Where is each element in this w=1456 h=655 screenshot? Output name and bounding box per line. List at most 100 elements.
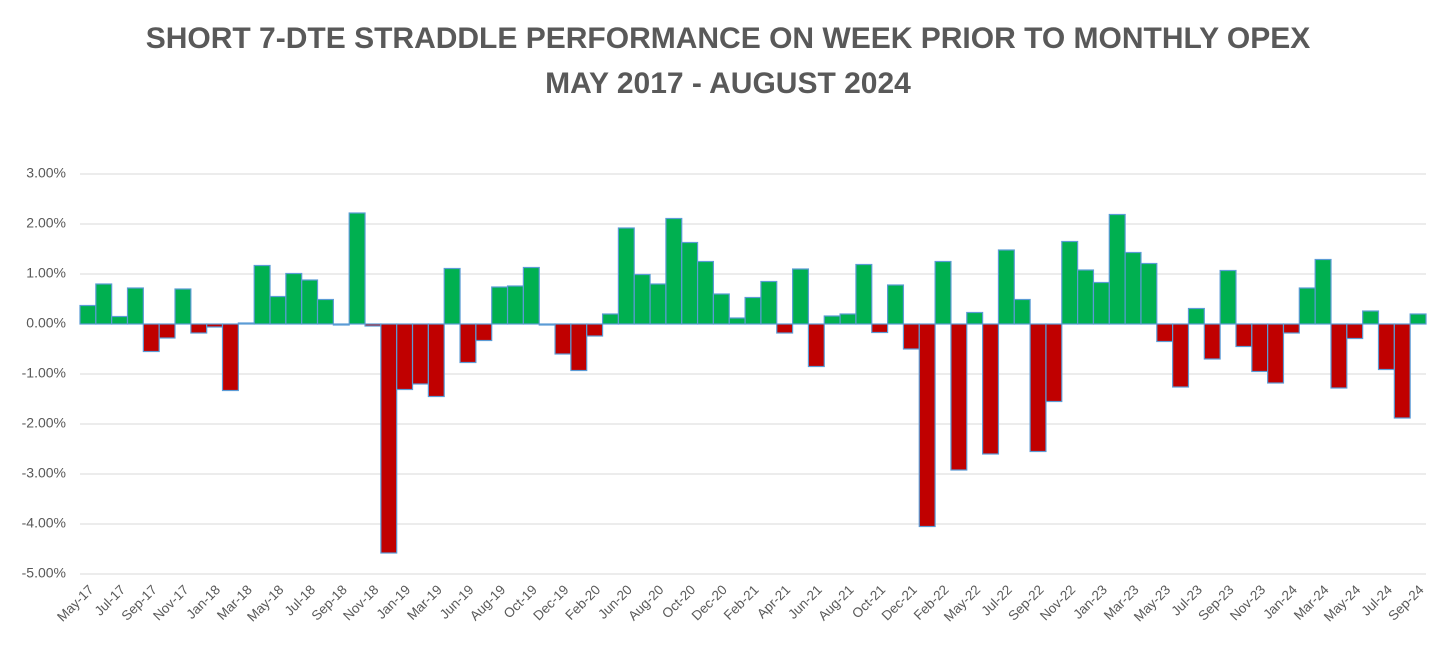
bar	[190, 323, 208, 334]
bar	[1045, 323, 1063, 403]
bar	[966, 311, 984, 325]
bar	[1077, 269, 1095, 325]
bar	[633, 273, 651, 325]
bar	[1124, 251, 1142, 325]
bar	[237, 322, 255, 325]
bar	[126, 287, 144, 325]
x-tick-label: Nov-18	[340, 582, 381, 623]
bar	[791, 268, 810, 325]
bar	[301, 279, 319, 325]
bar	[871, 323, 889, 334]
x-tick-label: Nov-23	[1227, 582, 1268, 623]
bar	[95, 283, 113, 325]
bar	[475, 323, 493, 342]
bar	[1409, 313, 1427, 325]
x-tick-label: Nov-17	[150, 582, 191, 623]
bar	[855, 263, 873, 325]
x-tick-label: Dec-20	[689, 582, 730, 623]
y-tick-label: 1.00%	[26, 265, 66, 281]
bar	[1156, 323, 1174, 343]
bar	[1330, 323, 1348, 389]
bar	[348, 212, 366, 325]
bar	[111, 315, 129, 325]
bar	[285, 272, 303, 325]
bar	[1298, 287, 1316, 325]
bar	[1061, 240, 1079, 325]
bar	[760, 280, 778, 325]
bar	[902, 323, 920, 350]
bar	[316, 298, 334, 325]
bar	[696, 260, 715, 325]
bar	[1314, 258, 1332, 325]
bar	[396, 323, 414, 391]
bar	[1172, 323, 1190, 388]
grid	[80, 173, 1426, 575]
bar	[269, 295, 287, 325]
x-tick-label: May-17	[54, 582, 96, 624]
bar	[206, 323, 224, 328]
bar	[332, 323, 350, 326]
y-tick-label: -2.00%	[22, 415, 66, 431]
bar	[380, 323, 398, 554]
y-tick-label: 3.00%	[26, 165, 66, 181]
x-tick-label: Aug-19	[467, 582, 508, 623]
bar	[886, 284, 905, 325]
bar	[601, 313, 619, 325]
bar	[744, 296, 762, 325]
bar	[839, 313, 857, 325]
bar	[522, 266, 540, 325]
y-tick-label: -4.00%	[22, 515, 66, 531]
bar	[1362, 310, 1380, 325]
bar	[823, 315, 841, 325]
bar	[443, 267, 461, 325]
bar	[1140, 262, 1158, 325]
bar	[617, 227, 635, 325]
bar	[586, 323, 604, 337]
bar	[1029, 323, 1047, 453]
x-tick-label: Aug-20	[625, 582, 666, 623]
x-tick-label: Nov-22	[1037, 582, 1078, 623]
bar	[1219, 269, 1237, 325]
bar	[253, 264, 271, 325]
bar	[221, 323, 239, 392]
x-tick-label: Mar-19	[404, 582, 445, 623]
bar	[1267, 323, 1285, 384]
bar	[79, 304, 97, 325]
bar	[1013, 298, 1031, 325]
bar	[491, 286, 509, 325]
bar	[776, 323, 794, 334]
bar	[142, 323, 160, 353]
bar	[1282, 323, 1300, 334]
bar	[918, 323, 936, 528]
bar	[1108, 213, 1126, 325]
bar	[1092, 281, 1110, 325]
chart-title: SHORT 7-DTE STRADDLE PERFORMANCE ON WEEK…	[145, 22, 1311, 55]
bar	[411, 323, 429, 385]
y-tick-label: -3.00%	[22, 465, 66, 481]
y-tick-label: 2.00%	[26, 215, 66, 231]
x-tick-label: Feb-20	[562, 582, 603, 623]
x-tick-label: Dec-19	[530, 582, 571, 623]
bar	[728, 317, 746, 325]
bar	[982, 323, 1000, 455]
bar	[459, 323, 477, 364]
bar	[1251, 323, 1269, 373]
x-tick-label: Dec-21	[879, 582, 920, 623]
bar	[665, 217, 683, 325]
bar	[554, 323, 572, 355]
y-tick-label: -5.00%	[22, 565, 66, 581]
bar	[681, 241, 699, 325]
x-tick-label: Feb-21	[721, 582, 762, 623]
bar	[364, 323, 382, 327]
bar	[807, 323, 825, 368]
bar	[1393, 323, 1411, 419]
x-tick-label: Sep-24	[1385, 582, 1427, 624]
bar	[174, 288, 192, 325]
chart-title-block: SHORT 7-DTE STRADDLE PERFORMANCE ON WEEK…	[138, 16, 1318, 106]
bar	[950, 323, 968, 471]
x-tick-label: Aug-21	[815, 582, 856, 623]
bar	[712, 293, 730, 325]
bar	[997, 249, 1015, 325]
